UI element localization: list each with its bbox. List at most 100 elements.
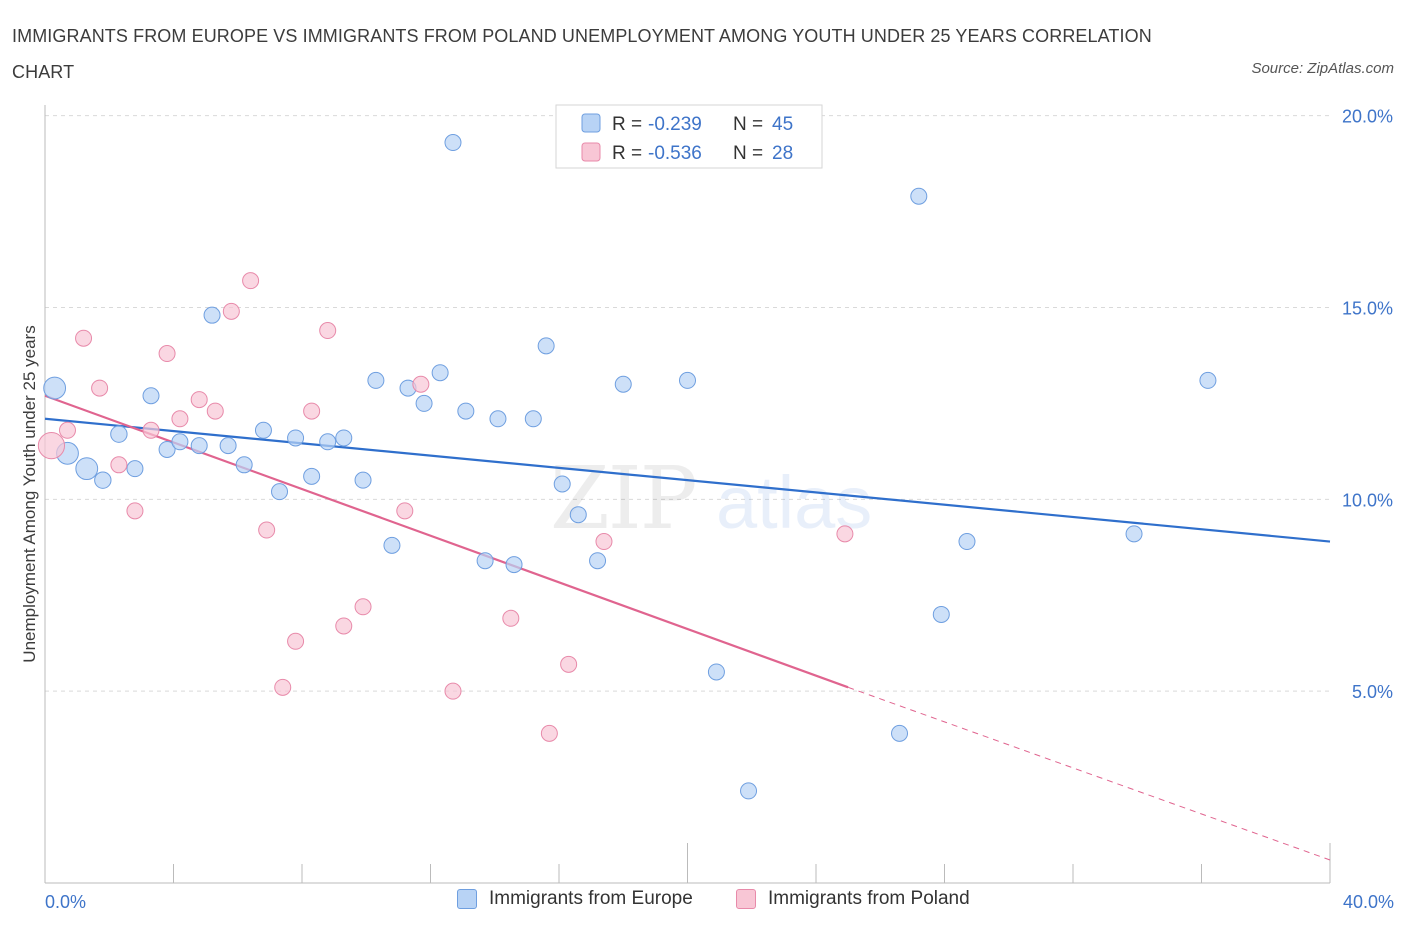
- bottom-legend: Immigrants from Europe Immigrants from P…: [0, 888, 1406, 918]
- x-tick-labels: 0.0% 40.0%: [45, 892, 1394, 912]
- poland-point-15: [287, 632, 305, 650]
- watermark: ZIP atlas: [550, 449, 872, 549]
- europe-point-4: [110, 425, 128, 443]
- europe-point-25: [444, 134, 462, 152]
- poland-point-10: [206, 402, 224, 420]
- europe-point-12: [235, 456, 253, 474]
- poland-point-9: [190, 391, 208, 409]
- europe-point-39: [891, 724, 909, 742]
- legend-swatch-poland: [581, 142, 601, 162]
- y-tick-label-3: 20.0%: [1342, 107, 1393, 127]
- legend-europe-n-value: 45: [772, 114, 793, 135]
- europe-point-2: [75, 457, 99, 481]
- top-legend: R = -0.239 N = 45 R = -0.536 N = 28: [555, 104, 823, 169]
- europe-point-5: [126, 460, 144, 478]
- poland-point-5: [126, 502, 144, 520]
- europe-point-23: [415, 394, 433, 412]
- poland-point-24: [540, 724, 558, 742]
- europe-point-40: [910, 187, 928, 205]
- poland-point-17: [319, 322, 337, 340]
- europe-point-19: [354, 471, 372, 489]
- poland-point-11: [222, 302, 240, 320]
- poland-point-12: [242, 272, 260, 290]
- poland-point-2: [75, 329, 93, 347]
- y-axis-label: Unemployment Among Youth under 25 years: [20, 325, 39, 662]
- europe-point-7: [158, 440, 176, 458]
- legend-europe-r-label: R =: [612, 114, 642, 135]
- y-tick-label-0: 5.0%: [1352, 682, 1393, 702]
- europe-trendline: [44, 417, 1331, 543]
- europe-point-33: [569, 506, 587, 524]
- europe-point-26: [457, 402, 475, 420]
- europe-point-3: [94, 471, 112, 489]
- source-label: Source: ZipAtlas.com: [1251, 60, 1394, 77]
- europe-point-42: [958, 533, 976, 551]
- poland-point-14: [274, 678, 292, 696]
- europe-point-44: [1199, 371, 1217, 389]
- europe-point-18: [335, 429, 353, 447]
- bottom-legend-europe: Immigrants from Europe: [457, 888, 693, 910]
- legend-poland-n-label: N =: [733, 143, 763, 164]
- poland-point-3: [91, 379, 109, 397]
- europe-point-38: [740, 782, 758, 800]
- poland-point-8: [171, 410, 189, 428]
- europe-point-15: [287, 429, 305, 447]
- europe-point-0: [43, 376, 67, 400]
- europe-point-17: [319, 433, 337, 451]
- europe-point-34: [589, 552, 607, 570]
- europe-point-30: [524, 410, 542, 428]
- europe-point-24: [431, 364, 449, 382]
- gridlines: [45, 115, 1330, 692]
- x-tick-label-max: 40.0%: [1343, 892, 1394, 912]
- europe-point-28: [489, 410, 507, 428]
- europe-point-10: [203, 306, 221, 324]
- poland-point-16: [303, 402, 321, 420]
- data-points: [37, 134, 1217, 800]
- poland-point-13: [258, 521, 276, 539]
- poland-point-21: [412, 375, 430, 393]
- poland-point-20: [396, 502, 414, 520]
- poland-point-18: [335, 617, 353, 635]
- legend-swatch-europe: [581, 113, 601, 133]
- poland-point-23: [502, 609, 520, 627]
- x-tick-label-min: 0.0%: [45, 892, 86, 912]
- poland-point-22: [444, 682, 462, 700]
- europe-point-27: [476, 552, 494, 570]
- poland-point-19: [354, 598, 372, 616]
- bottom-legend-label-europe: Immigrants from Europe: [489, 888, 693, 909]
- europe-point-16: [303, 467, 321, 485]
- y-tick-label-1: 10.0%: [1342, 490, 1393, 510]
- legend-poland-n-value: 28: [772, 143, 793, 164]
- europe-point-37: [707, 663, 725, 681]
- europe-point-8: [171, 433, 189, 451]
- europe-point-31: [537, 337, 555, 355]
- legend-poland-r-value: -0.536: [648, 143, 702, 164]
- legend-europe-n-label: N =: [733, 114, 763, 135]
- poland-point-7: [158, 345, 176, 363]
- europe-point-32: [553, 475, 571, 493]
- y-tick-labels: 5.0% 10.0% 15.0% 20.0%: [1342, 107, 1393, 702]
- y-tick-label-2: 15.0%: [1342, 299, 1393, 319]
- europe-point-9: [190, 437, 208, 455]
- europe-point-41: [932, 605, 950, 623]
- poland-trendline-extension: [847, 686, 1331, 861]
- watermark-zip: ZIP: [550, 449, 696, 549]
- europe-point-35: [614, 375, 632, 393]
- europe-point-36: [679, 371, 696, 389]
- europe-point-29: [505, 556, 523, 574]
- poland-point-26: [595, 533, 613, 551]
- europe-point-11: [219, 437, 237, 455]
- poland-point-27: [836, 525, 854, 543]
- bottom-legend-poland: Immigrants from Poland: [736, 888, 970, 910]
- europe-point-20: [367, 371, 385, 389]
- legend-poland-r-label: R =: [612, 143, 642, 164]
- bottom-legend-swatch-poland: [736, 889, 756, 909]
- europe-point-14: [271, 483, 289, 501]
- europe-point-13: [254, 421, 272, 439]
- x-ticks: [44, 843, 1331, 883]
- europe-point-21: [383, 536, 401, 554]
- chart-title: IMMIGRANTS FROM EUROPE VS IMMIGRANTS FRO…: [12, 26, 1152, 82]
- bottom-legend-swatch-europe: [457, 889, 477, 909]
- europe-point-6: [142, 387, 160, 405]
